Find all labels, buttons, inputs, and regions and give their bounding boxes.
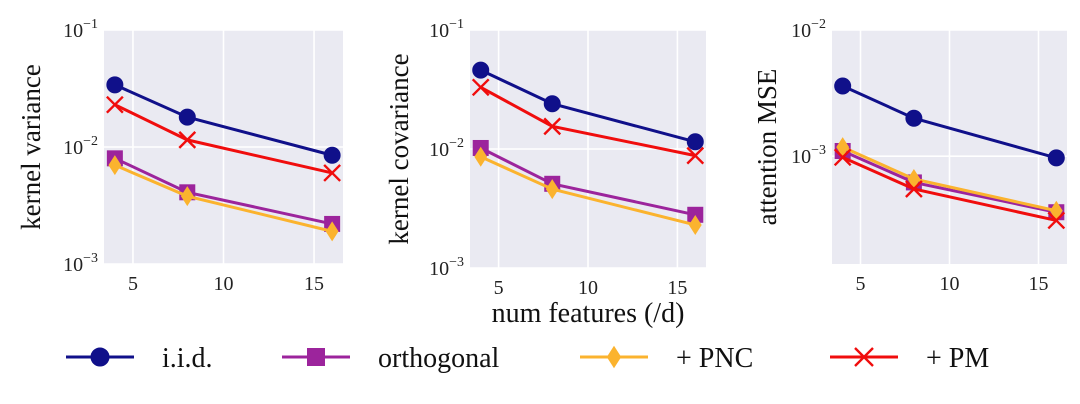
- y-tick-label: 10−3: [429, 255, 464, 280]
- x-tick-label: 5: [855, 273, 865, 295]
- data-point: [178, 108, 196, 126]
- data-point: [545, 179, 559, 200]
- data-point: [688, 214, 702, 235]
- legend-item: + PNC: [580, 343, 753, 374]
- legend-label: orthogonal: [378, 343, 500, 374]
- data-point: [472, 61, 490, 79]
- data-point: [471, 78, 490, 97]
- legend-label: i.i.d.: [162, 343, 213, 374]
- legend: i.i.d. orthogonal + PNC + PM: [66, 343, 989, 374]
- x-tick-label: 10: [940, 273, 960, 295]
- data-point: [1047, 149, 1065, 167]
- y-tick-label: 10−2: [63, 134, 98, 159]
- x-tick-label: 15: [304, 273, 324, 295]
- chart-panel-2: 5 10 15 10−3 10−2 10−1 kernel covariance num fe…: [384, 17, 706, 329]
- data-point: [907, 168, 921, 189]
- data-point: [836, 137, 850, 158]
- x-tick-label: 15: [1029, 273, 1049, 295]
- data-point: [686, 133, 704, 151]
- series-pnc: [108, 155, 339, 242]
- legend-item: orthogonal: [282, 343, 500, 374]
- data-point: [834, 77, 852, 95]
- data-point: [686, 146, 705, 165]
- x-tick-label: 15: [667, 277, 687, 299]
- data-point: [1047, 211, 1066, 230]
- data-point: [180, 186, 194, 207]
- series-pm: [106, 95, 341, 182]
- legend-marker: [854, 347, 874, 367]
- x-tick-label: 5: [494, 277, 504, 299]
- x-axis-label: num features (/d): [492, 298, 685, 329]
- legend-label: + PM: [926, 343, 989, 374]
- series-pnc: [474, 146, 702, 235]
- data-point: [325, 221, 339, 242]
- y-tick-label: 10−1: [429, 17, 464, 42]
- legend-item: i.i.d.: [66, 343, 213, 374]
- y-tick-label: 10−2: [429, 136, 464, 161]
- series-pm: [471, 78, 705, 165]
- y-tick-label: 10−3: [63, 251, 98, 276]
- data-point: [833, 148, 852, 167]
- data-point: [543, 117, 562, 136]
- y-tick-label: 10−2: [791, 17, 826, 42]
- data-point: [323, 146, 341, 164]
- legend-label: + PNC: [676, 343, 753, 374]
- chart-panel-1: 5 10 15 10−3 10−2 10−1 kernel variance: [16, 17, 343, 295]
- x-tick-label: 10: [578, 277, 598, 299]
- series-iid: [472, 61, 704, 151]
- data-point: [687, 206, 704, 223]
- series-pnc: [836, 137, 1063, 221]
- chart-panel-3: 5 10 15 10−3 10−2 attention MSE: [752, 17, 1067, 295]
- series-iid: [834, 77, 1065, 167]
- legend-marker: [606, 345, 622, 369]
- data-point: [543, 95, 561, 113]
- x-tick-label: 5: [128, 273, 138, 295]
- y-axis-label: attention MSE: [752, 69, 782, 226]
- y-axis-label: kernel covariance: [384, 53, 414, 244]
- data-point: [474, 146, 488, 167]
- series-pm: [833, 148, 1066, 230]
- data-point: [905, 109, 923, 127]
- legend-item: + PM: [830, 343, 989, 374]
- y-tick-label: 10−3: [791, 143, 826, 168]
- data-point: [178, 131, 197, 149]
- x-tick-label: 10: [214, 273, 234, 295]
- data-point: [905, 180, 923, 198]
- y-tick-label: 10−1: [63, 17, 98, 42]
- data-point: [106, 95, 124, 114]
- data-point: [108, 155, 122, 176]
- data-point: [106, 76, 124, 94]
- legend-marker: [307, 348, 325, 366]
- legend-marker: [90, 347, 110, 367]
- series-iid: [106, 76, 341, 164]
- y-axis-label: kernel variance: [16, 64, 46, 230]
- data-point: [323, 164, 341, 182]
